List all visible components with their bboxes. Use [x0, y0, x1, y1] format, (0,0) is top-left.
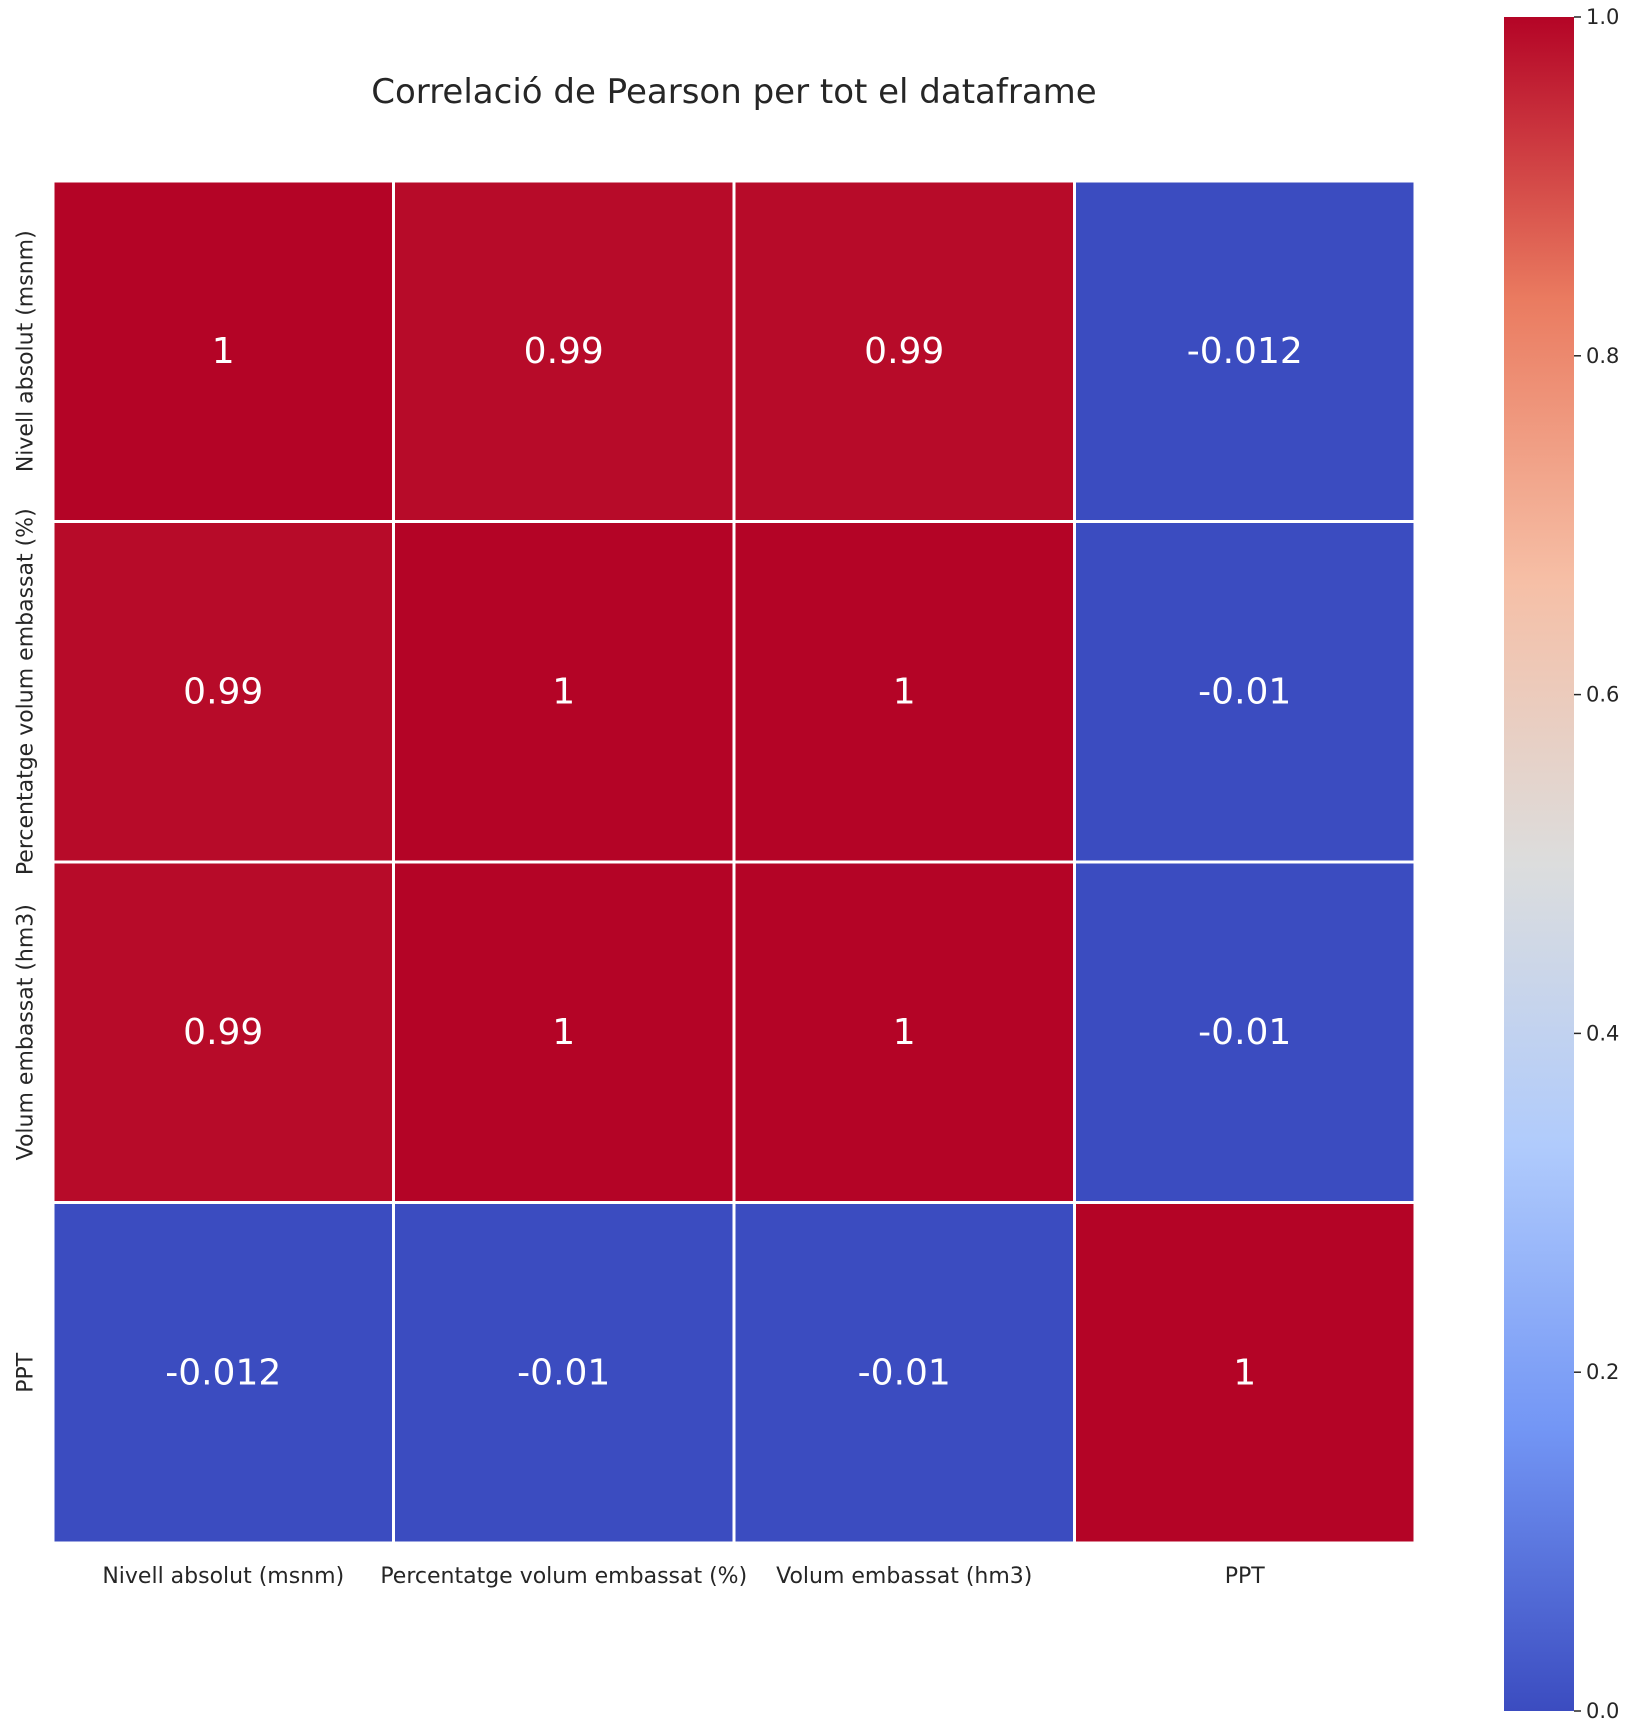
heatmap-cell	[1073, 860, 1417, 1204]
cell-value-label: -0.01	[517, 1352, 610, 1393]
colorbar-tick-label: 0.6	[1586, 683, 1619, 707]
heatmap-cell	[732, 1201, 1076, 1545]
y-tick-label: PPT	[14, 1352, 39, 1393]
y-axis-tick-labels: Nivell absolut (msnm) Percentatge volum e…	[14, 230, 39, 1392]
colorbar-tick-label: 0.4	[1586, 1021, 1619, 1045]
cell-value-label: 1	[552, 1012, 575, 1053]
cell-value-label: 0.99	[183, 671, 263, 712]
heatmap-cell	[392, 860, 736, 1204]
heatmap-cell	[51, 1201, 395, 1545]
cell-value-label: 1	[212, 331, 235, 372]
cell-value-label: 0.99	[864, 331, 944, 372]
heatmap-cell	[51, 520, 395, 864]
heatmap-cell	[51, 179, 395, 523]
colorbar-gradient	[1504, 17, 1574, 1711]
heatmap-cell	[1073, 520, 1417, 864]
x-tick-label: Nivell absolut (msnm)	[102, 1564, 344, 1589]
y-tick-label: Percentatge volum embassat (%)	[14, 508, 39, 875]
cell-value-label: 0.99	[183, 1012, 263, 1053]
colorbar-tick-label: 1.0	[1586, 5, 1619, 29]
x-tick-label: Volum embassat (hm3)	[776, 1564, 1032, 1589]
cell-value-label: -0.012	[165, 1352, 281, 1393]
x-tick-label: PPT	[1225, 1564, 1266, 1589]
x-tick-label: Percentatge volum embassat (%)	[380, 1564, 747, 1589]
x-axis-tick-labels: Nivell absolut (msnm) Percentatge volum e…	[102, 1564, 1265, 1589]
heatmap-cell	[1073, 1201, 1417, 1545]
heatmap-cell-labels: 1 0.99 0.99 -0.012 0.99 1 1 -0.01 0.99 1 1 -0.01 -0.…	[165, 331, 1303, 1394]
cell-value-label: 1	[1233, 1352, 1256, 1393]
cell-value-label: 1	[893, 1012, 916, 1053]
heatmap-cell	[392, 520, 736, 864]
cell-value-label: -0.01	[1198, 671, 1291, 712]
cell-value-label: -0.012	[1187, 331, 1303, 372]
colorbar: 0.0 0.2 0.4 0.6 0.8 1.0	[1504, 5, 1619, 1719]
heatmap-cell	[732, 179, 1076, 523]
heatmap-cells	[51, 179, 1417, 1545]
colorbar-tick-label: 0.2	[1586, 1360, 1619, 1384]
colorbar-tick-label: 0.8	[1586, 344, 1619, 368]
y-tick-label: Nivell absolut (msnm)	[14, 230, 39, 472]
cell-value-label: -0.01	[858, 1352, 951, 1393]
cell-value-label: 1	[552, 671, 575, 712]
y-tick-label: Volum embassat (hm3)	[14, 904, 39, 1160]
chart-title: Correlació de Pearson per tot el datafra…	[371, 72, 1096, 112]
heatmap-cell	[392, 179, 736, 523]
cell-value-label: 1	[893, 671, 916, 712]
heatmap-cell	[392, 1201, 736, 1545]
cell-value-label: 0.99	[524, 331, 604, 372]
colorbar-tick-label: 0.0	[1586, 1699, 1619, 1719]
cell-value-label: -0.01	[1198, 1012, 1291, 1053]
heatmap-cell	[1073, 179, 1417, 523]
